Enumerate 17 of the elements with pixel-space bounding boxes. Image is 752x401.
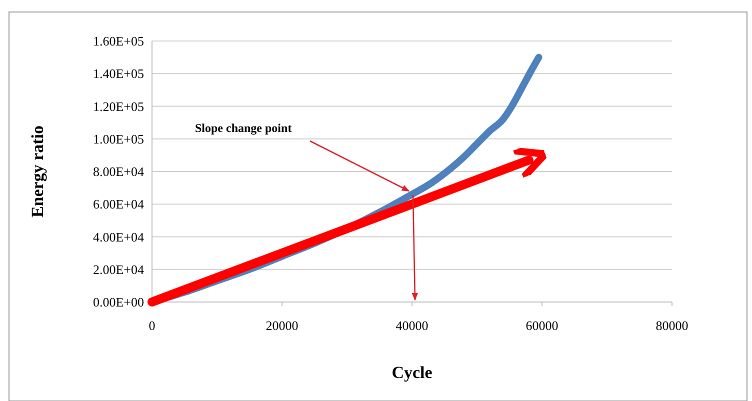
- annotation: Slope change point: [195, 121, 292, 135]
- y-tick-label: 1.60E+05: [92, 34, 144, 49]
- x-axis-title: Cycle: [392, 363, 433, 382]
- x-tick-label: 80000: [656, 318, 688, 333]
- x-tick-label: 0: [148, 318, 156, 333]
- y-tick-label: 1.40E+05: [92, 66, 144, 82]
- y-tick-label: 4.00E+04: [92, 229, 144, 244]
- x-tick-label: 60000: [526, 318, 558, 333]
- y-tick-label: 8.00E+04: [92, 164, 144, 180]
- y-tick-label: 1.00E+05: [92, 131, 144, 146]
- y-tick-label: 2.00E+04: [92, 262, 144, 277]
- y-tick-label: 6.00E+04: [92, 196, 144, 212]
- x-tick-label: 40000: [396, 318, 428, 333]
- y-axis-title: Energy ratio: [28, 125, 47, 218]
- x-tick-label: 20000: [266, 318, 298, 333]
- y-tick-label: 0.00E+00: [92, 294, 144, 310]
- y-tick-label: 1.20E+05: [92, 98, 144, 114]
